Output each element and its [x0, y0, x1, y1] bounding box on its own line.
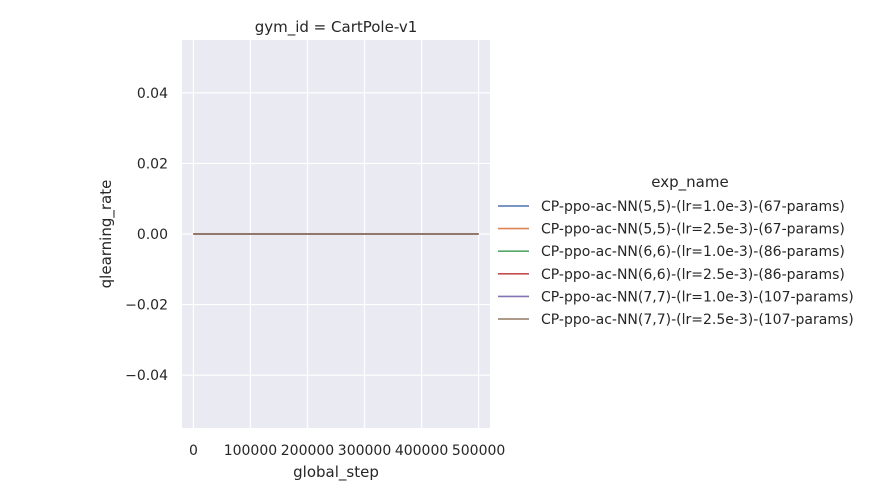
legend-title: exp_name — [651, 173, 728, 192]
legend: exp_name CP-ppo-ac-NN(5,5)-(lr=1.0e-3)-(… — [498, 173, 854, 328]
legend-entry: CP-ppo-ac-NN(7,7)-(lr=2.5e-3)-(107-param… — [541, 312, 854, 328]
legend-entry: CP-ppo-ac-NN(5,5)-(lr=2.5e-3)-(67-params… — [541, 222, 845, 238]
legend-entry: CP-ppo-ac-NN(6,6)-(lr=1.0e-3)-(86-params… — [541, 244, 845, 260]
y-tick-label: 0.00 — [137, 227, 168, 243]
y-tick-label: −0.04 — [125, 368, 168, 384]
y-tick-label: −0.02 — [125, 298, 168, 314]
x-tick-label: 500000 — [452, 443, 505, 459]
y-tick-label: 0.02 — [137, 156, 168, 172]
y-tick-label: 0.04 — [137, 86, 168, 102]
x-tick-label: 400000 — [395, 443, 448, 459]
x-tick-label: 0 — [189, 443, 198, 459]
x-tick-label: 100000 — [224, 443, 277, 459]
y-axis-label: qlearning_rate — [97, 180, 116, 289]
x-axis-ticks: 0 100000 200000 300000 400000 500000 — [189, 443, 505, 459]
legend-entry: CP-ppo-ac-NN(7,7)-(lr=1.0e-3)-(107-param… — [541, 289, 854, 305]
legend-entry: CP-ppo-ac-NN(6,6)-(lr=2.5e-3)-(86-params… — [541, 267, 845, 283]
x-axis-label: global_step — [293, 463, 379, 482]
chart-title: gym_id = CartPole-v1 — [255, 18, 418, 37]
x-tick-label: 200000 — [281, 443, 334, 459]
legend-entry: CP-ppo-ac-NN(5,5)-(lr=1.0e-3)-(67-params… — [541, 199, 845, 215]
y-axis-ticks: −0.04 −0.02 0.00 0.02 0.04 — [125, 86, 168, 384]
x-tick-label: 300000 — [338, 443, 391, 459]
